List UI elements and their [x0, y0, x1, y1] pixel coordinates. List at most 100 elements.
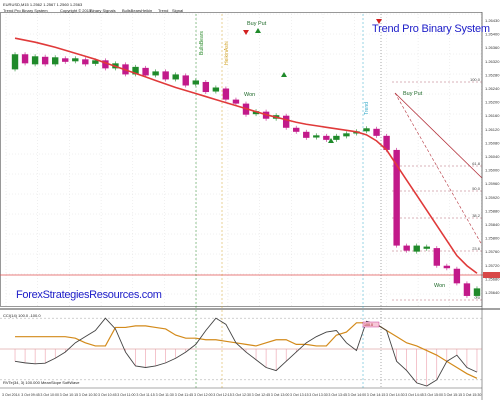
indicator-value-text: 100.0	[364, 323, 373, 327]
price-tick-label: 1.26080	[485, 140, 500, 145]
cci-line	[15, 322, 478, 379]
indicator-value-box	[362, 321, 380, 328]
candle-body	[142, 67, 149, 76]
candle-body	[222, 88, 230, 100]
candle-body	[212, 87, 220, 92]
time-axis: 3 Oct 2014 3 Oct 09:45 3 Oct 10:00 3 Oct 10…	[0, 387, 482, 397]
candle-body	[102, 60, 109, 69]
price-tick-label: 1.25760	[485, 249, 500, 254]
up-arrow-icon	[255, 28, 261, 33]
won-label-2: Won	[434, 283, 445, 289]
chart-info-header: Trend Pro Binary System	[3, 8, 48, 13]
time-tick-label: 3 Oct 12:00	[194, 393, 213, 397]
candle-body	[403, 245, 410, 251]
candle-body	[82, 59, 89, 65]
time-tick-label: 3 Oct 15:15	[444, 393, 463, 397]
candle-body	[413, 245, 420, 252]
candle-body	[333, 135, 340, 140]
candle-body	[443, 265, 451, 269]
vertical-signal-label-cyan: Trend	[364, 102, 370, 115]
price-tick-label: 1.26360	[485, 45, 500, 50]
price-tick-label: 1.26040	[485, 154, 500, 159]
menu-item-binary-signals[interactable]: Binary Signals	[90, 8, 116, 13]
fib-level-label: 38.2	[472, 213, 481, 218]
candlestick-series	[11, 52, 481, 298]
candle-body	[202, 81, 210, 93]
candle-body	[51, 57, 59, 65]
price-tick-label: 1.26000	[485, 168, 500, 173]
candle-body	[293, 127, 300, 132]
time-tick-label: 3 Oct 13:15	[290, 393, 309, 397]
candle-body	[192, 80, 199, 85]
price-tick-label: 1.25960	[485, 181, 500, 186]
price-tick-label: 1.26430	[485, 18, 500, 23]
menu-item-heikin[interactable]: BullsBearsHeikin	[122, 8, 153, 13]
trend-line-dashed	[394, 92, 483, 246]
up-arrow-icon	[328, 138, 334, 143]
price-tick-label: 1.25720	[485, 263, 500, 268]
price-tick-label: 1.25680	[485, 276, 500, 281]
candle-body	[162, 71, 169, 80]
time-tick-label: 3 Oct 12:30	[232, 393, 251, 397]
candle-body	[423, 246, 430, 249]
buy-put-label-1: Buy Put	[247, 21, 267, 27]
candle-body	[463, 283, 471, 296]
candle-body	[252, 111, 260, 115]
time-tick-label: 3 Oct 2014	[2, 393, 20, 397]
indicator-panel: CCI(14) 100.0 -100.0 RVTe(34, 3) 100.000 …	[0, 313, 482, 387]
price-tick-label: 1.26200	[485, 100, 500, 105]
menu-item-signal[interactable]: Signal	[172, 8, 184, 13]
candle-body	[453, 268, 461, 284]
candle-body	[11, 54, 19, 70]
time-tick-label: 3 Oct 14:00	[348, 393, 367, 397]
price-tick-label: 1.26120	[485, 127, 500, 132]
fib-level-label: 50.0	[472, 186, 481, 191]
time-tick-label: 3 Oct 14:15	[367, 393, 386, 397]
candle-body	[473, 288, 481, 296]
price-tick-label: 1.25640	[485, 290, 500, 295]
time-tick-label: 3 Oct 10:00	[40, 393, 59, 397]
fib-level-label: 23.6	[472, 246, 481, 251]
down-arrow-icon	[376, 19, 382, 24]
time-tick-label: 3 Oct 13:00	[271, 393, 290, 397]
candle-body	[152, 71, 159, 76]
up-arrow-icon	[281, 72, 287, 77]
candle-body	[31, 56, 39, 65]
fib-level-label: 0.0	[474, 295, 480, 300]
chart-symbol-header: EURUSD,M15 1.2562 1.2567 1.2560 1.2563	[3, 2, 83, 7]
time-tick-label: 3 Oct 14:45	[405, 393, 424, 397]
candle-body	[41, 56, 49, 65]
time-tick-label: 3 Oct 15:30	[463, 393, 482, 397]
menu-item-trend[interactable]: Trend	[158, 8, 169, 13]
price-tick-label: 1.26320	[485, 59, 500, 64]
candle-body	[282, 115, 290, 128]
website-watermark: ForexStrategiesResources.com	[16, 289, 162, 301]
candle-body	[182, 75, 189, 86]
price-tick-label: 1.25800	[485, 236, 500, 241]
candle-body	[72, 58, 79, 62]
candle-body	[393, 149, 400, 246]
price-panel-frame	[0, 12, 483, 307]
price-axis: 1.26430 1.26400 1.26360 1.26320 1.26280 1.262…	[481, 12, 500, 400]
oscillator-line	[14, 317, 478, 387]
price-tick-label: 1.25920	[485, 195, 500, 200]
candle-body	[172, 74, 179, 80]
signal-annotations: Buy Put Buy Put Won Won BullsBears HeikinAshi…	[199, 19, 445, 289]
candle-body	[363, 128, 370, 132]
price-tick-label: 1.26240	[485, 86, 500, 91]
buy-put-label-2: Buy Put	[403, 91, 423, 97]
system-title: Trend Pro Binary System	[372, 23, 490, 35]
grid-lines	[0, 12, 500, 310]
candle-body	[92, 60, 99, 64]
vertical-signal-label-green: BullsBears	[199, 31, 205, 55]
indicator-footer: RVTe(34, 3) 100.000 MeanSlope SoftWave	[3, 380, 80, 385]
fib-level-label: 100.0	[470, 77, 481, 82]
candle-body	[433, 248, 441, 266]
menu-item-copyright[interactable]: Copyright © 2015	[60, 8, 92, 13]
candle-body	[303, 131, 310, 138]
down-arrow-icon	[243, 30, 249, 35]
candle-body	[62, 58, 69, 62]
time-tick-label: 3 Oct 11:00	[117, 393, 135, 397]
